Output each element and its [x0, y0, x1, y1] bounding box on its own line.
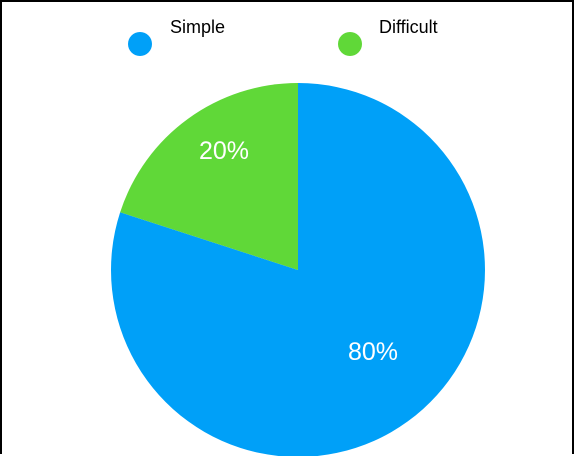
legend-label-difficult: Difficult: [379, 17, 438, 37]
pie-slices: [111, 83, 485, 456]
legend-label-simple: Simple: [170, 17, 225, 37]
pie-slice-difficult: [120, 83, 298, 270]
legend-swatch-simple: [128, 32, 152, 56]
legend-swatch-difficult: [338, 32, 362, 56]
pie-slice-simple: [111, 83, 485, 456]
pie-slice-labels: 80% 20%: [199, 137, 398, 366]
slice-label-difficult: 20%: [199, 137, 249, 165]
legend: Simple Difficult: [128, 17, 438, 56]
slice-label-simple: 80%: [348, 338, 398, 366]
